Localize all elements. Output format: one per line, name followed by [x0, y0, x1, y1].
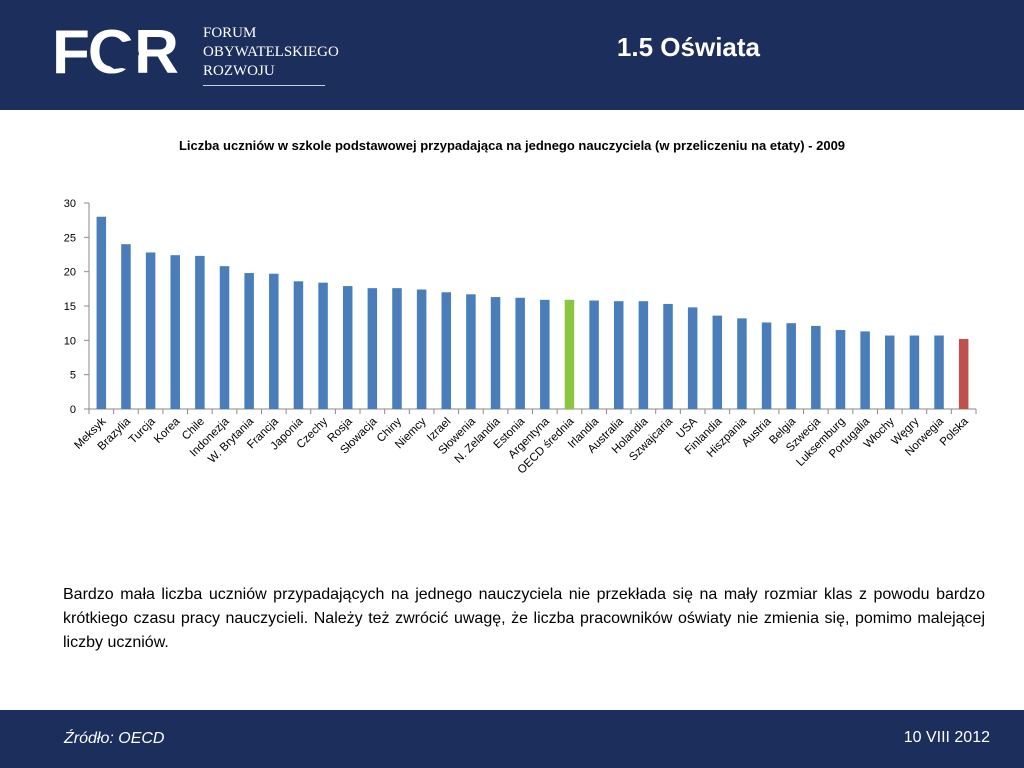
- logo-line: FORUM: [203, 25, 257, 41]
- bar: [835, 330, 846, 409]
- y-tick-label: 25: [64, 232, 76, 244]
- bar: [515, 297, 525, 409]
- bar: [613, 301, 624, 409]
- poland-map-icon: [105, 40, 139, 70]
- bar: [293, 281, 304, 409]
- x-tick-label: Turcja: [127, 415, 158, 446]
- bar: [885, 335, 895, 409]
- logo-line: ROZWOJU: [203, 63, 275, 79]
- bar: [811, 325, 821, 409]
- bar: [663, 303, 673, 409]
- bar: [269, 273, 279, 409]
- bar: [761, 322, 772, 409]
- y-tick-label: 30: [64, 198, 76, 210]
- body-paragraph: Bardzo mała liczba uczniów przypadającyc…: [63, 586, 985, 651]
- bar: [737, 318, 747, 409]
- bar: [589, 300, 599, 409]
- bar: [860, 331, 870, 409]
- logo-text: FORUM OBYWATELSKIEGO ROZWOJU: [203, 24, 339, 81]
- bar: [490, 297, 501, 409]
- logo-underline: [203, 85, 325, 86]
- bar: [712, 315, 723, 409]
- bar: [638, 301, 649, 409]
- header-bar: FOR FORUM OBYWATELSKIEGO ROZWOJU 1.5 Ośw…: [0, 0, 1024, 110]
- bar: [318, 282, 328, 409]
- bar: [96, 216, 107, 409]
- bar: [219, 266, 230, 409]
- bar: [934, 335, 944, 409]
- bar: [687, 307, 698, 409]
- bar: [121, 244, 131, 409]
- x-tick-label: Korea: [152, 415, 183, 446]
- bar: [416, 289, 427, 409]
- bar: [909, 335, 920, 409]
- bar: [244, 273, 254, 409]
- y-tick-label: 15: [64, 301, 76, 313]
- bar: [441, 292, 452, 409]
- bar: [540, 299, 550, 409]
- y-tick-label: 5: [70, 370, 76, 382]
- x-tick-label: Polska: [938, 415, 971, 448]
- date-label: 10 VIII 2012: [903, 729, 990, 746]
- bar: [195, 255, 205, 409]
- y-tick-label: 20: [64, 267, 76, 279]
- y-tick-label: 10: [64, 335, 76, 347]
- bar: [392, 288, 402, 409]
- bar: [145, 252, 156, 409]
- bar-chart: 051015202530MeksykBrazyliaTurcjaKoreaChi…: [64, 198, 977, 477]
- bar: [170, 255, 180, 409]
- chart-title: Liczba uczniów w szkole podstawowej przy…: [178, 138, 846, 153]
- bar: [367, 288, 378, 409]
- slide-title: 1.5 Oświata: [616, 32, 760, 62]
- footer-bar: Źródło: OECD 10 VIII 2012: [0, 710, 1024, 768]
- bar: [958, 338, 969, 409]
- bar: [564, 299, 575, 409]
- bar: [466, 294, 476, 409]
- bar: [342, 286, 353, 409]
- source-label: Źródło: OECD: [64, 730, 165, 747]
- logo-line: OBYWATELSKIEGO: [203, 44, 339, 60]
- y-tick-label: 0: [70, 404, 76, 416]
- for-logo: FOR FORUM OBYWATELSKIEGO ROZWOJU: [52, 18, 339, 90]
- bar: [786, 323, 796, 409]
